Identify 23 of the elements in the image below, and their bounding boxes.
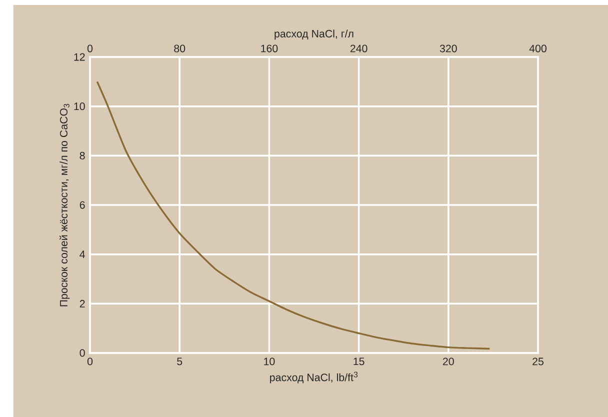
- x2-tick-label: 0: [87, 44, 93, 52]
- x-tick-label: 0: [87, 358, 93, 366]
- y-tick-label: 6: [80, 201, 85, 209]
- x2-tick-label: 160: [261, 44, 278, 52]
- x2-tick-label: 400: [529, 44, 546, 52]
- y-tick-label: 0: [80, 349, 85, 357]
- x-tick-label: 15: [354, 358, 364, 366]
- x2-axis-title: расход NaCl, г/л: [274, 30, 354, 40]
- x2-tick-label: 80: [174, 44, 186, 52]
- y-tick-label: 4: [80, 250, 85, 258]
- y-axis-title: Проскок солей жёсткости, мг/л по CaCO$_{3}$: [59, 104, 70, 306]
- x-tick-label: 10: [264, 358, 275, 366]
- y-tick-label: 2: [80, 300, 85, 308]
- x-tick-label: 20: [443, 358, 454, 366]
- y-tick-label: 12: [74, 53, 85, 61]
- x2-tick-label: 240: [350, 44, 368, 52]
- x-tick-label: 5: [177, 358, 182, 366]
- y-tick-label: 10: [74, 102, 85, 110]
- y-tick-label: 8: [80, 152, 85, 160]
- line-series: [96, 80, 490, 350]
- x-axis-title: расход NaCl, lb/ft$^{3}$: [270, 372, 358, 384]
- x-tick-label: 25: [532, 358, 544, 366]
- x2-tick-label: 320: [440, 44, 457, 52]
